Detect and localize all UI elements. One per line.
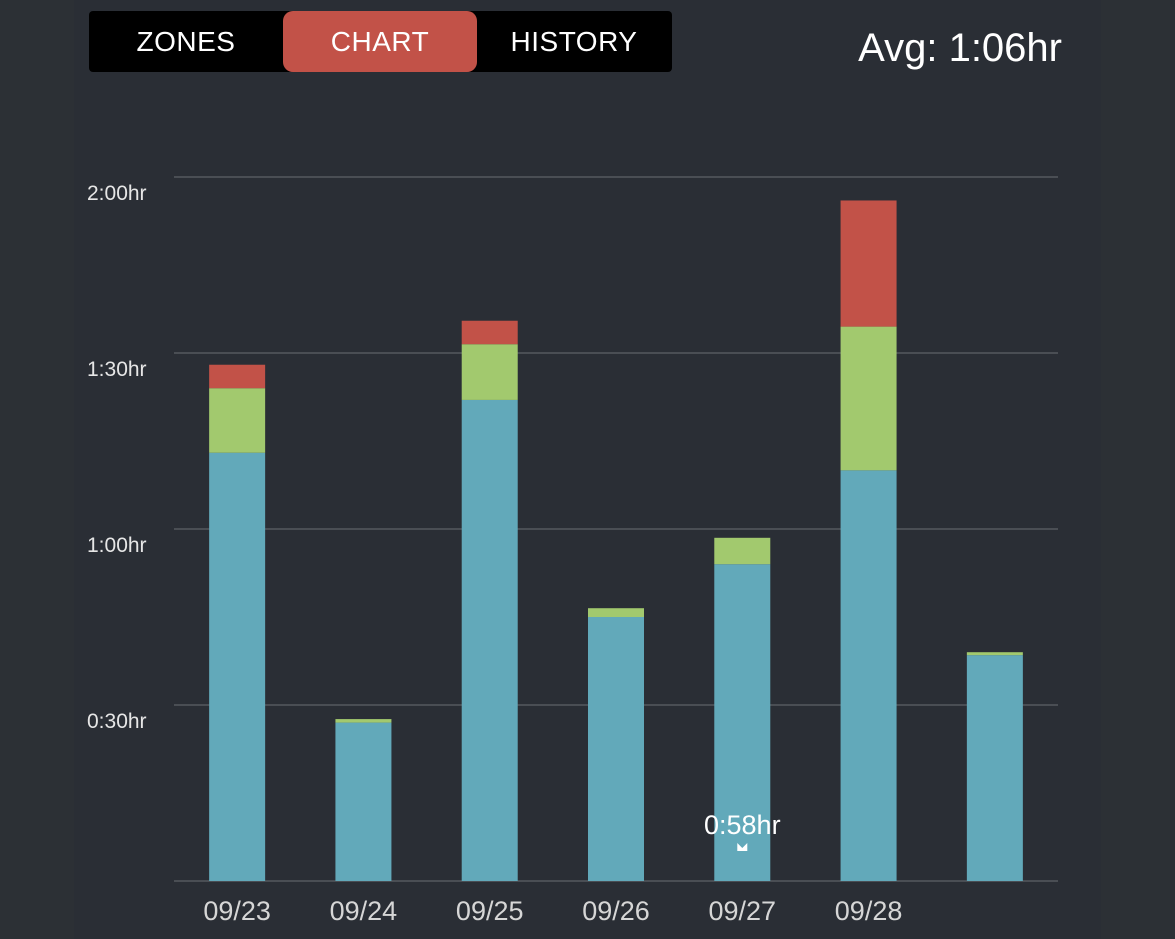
bar-segment-zone1[interactable] — [461, 399, 518, 881]
bar-segment-zone3[interactable] — [209, 364, 266, 389]
tab-chart[interactable]: CHART — [283, 11, 477, 72]
bar-segment-zone2[interactable] — [209, 388, 266, 453]
tab-zones[interactable]: ZONES — [136, 25, 236, 57]
tab-history[interactable]: HISTORY — [510, 25, 638, 57]
bar-segment-zone2[interactable] — [335, 719, 392, 723]
bar-segment-zone3[interactable] — [840, 200, 897, 327]
x-tick-label: 09/27 — [708, 896, 776, 926]
y-tick-label: 0:30hr — [87, 710, 147, 733]
bar-segment-zone2[interactable] — [714, 537, 771, 565]
bar-segment-zone1[interactable] — [335, 722, 392, 881]
bar-segment-zone2[interactable] — [840, 326, 897, 471]
bar-segment-zone2[interactable] — [588, 608, 644, 617]
y-tick-label: 1:30hr — [87, 358, 147, 381]
bar-segment-zone1[interactable] — [714, 564, 771, 881]
bar-segment-zone2[interactable] — [461, 344, 518, 400]
bar-segment-zone1[interactable] — [588, 617, 644, 881]
x-tick-label: 09/26 — [582, 896, 650, 926]
bar-tooltip: 0:58hr — [704, 810, 781, 840]
x-tick-label: 09/25 — [456, 896, 524, 926]
bar-segment-zone1[interactable] — [840, 470, 897, 881]
x-tick-label: 09/23 — [203, 896, 271, 926]
bar-segment-zone3[interactable] — [461, 320, 518, 345]
left-margin — [0, 0, 74, 939]
average-duration: Avg: 1:06hr — [858, 26, 1062, 70]
bar-segment-zone2[interactable] — [966, 652, 1023, 656]
y-tick-label: 1:00hr — [87, 534, 147, 557]
x-tick-label: 09/28 — [835, 896, 903, 926]
bar-segment-zone1[interactable] — [209, 452, 266, 881]
right-margin — [1101, 0, 1175, 939]
tab-bar: ZONES CHART HISTORY — [89, 11, 672, 72]
chevron-down-icon — [737, 843, 748, 851]
bar-segment-zone1[interactable] — [966, 655, 1023, 881]
y-tick-label: 2:00hr — [87, 182, 147, 205]
x-tick-label: 09/24 — [330, 896, 398, 926]
